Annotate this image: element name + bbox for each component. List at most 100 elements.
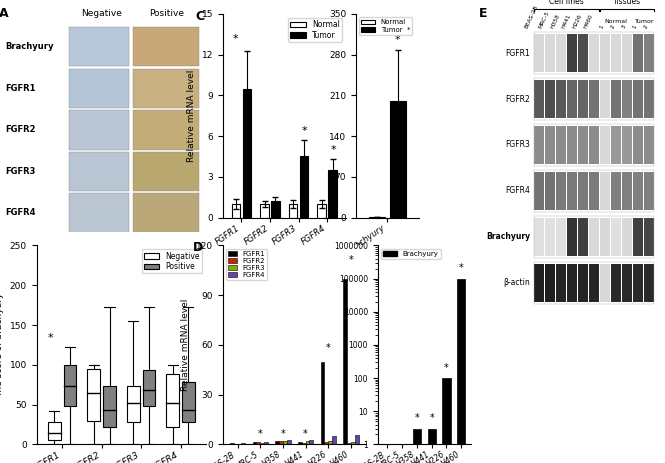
Bar (600, 125, 610, 164)
Bar (133, 152, 199, 191)
Bar (567, 34, 577, 72)
Bar (567, 263, 577, 302)
Bar (533, 216, 654, 258)
Text: FGFR4: FGFR4 (505, 187, 530, 195)
Text: *: * (348, 255, 353, 265)
Text: MRC-5: MRC-5 (537, 10, 550, 30)
Text: Positive: Positive (150, 9, 184, 18)
Text: *: * (395, 35, 401, 45)
Bar (534, 263, 544, 302)
Bar (644, 80, 654, 119)
Bar (64, 365, 76, 406)
Bar (622, 125, 632, 164)
Legend: Negative, Positive: Negative, Positive (142, 249, 202, 273)
Bar (611, 34, 620, 72)
Bar (369, 217, 385, 218)
Y-axis label: Relative mRNA level: Relative mRNA level (182, 299, 190, 391)
Text: *: * (302, 126, 308, 136)
Bar (556, 172, 566, 210)
Bar (578, 172, 588, 210)
Bar (275, 441, 279, 444)
Text: *: * (48, 332, 53, 343)
Bar (600, 263, 610, 302)
Bar (556, 80, 566, 119)
Bar (578, 34, 588, 72)
Bar (545, 263, 555, 302)
Bar (457, 279, 465, 463)
Bar (243, 88, 251, 218)
Bar (347, 443, 351, 444)
Bar (271, 201, 280, 218)
Text: β-actin: β-actin (503, 278, 530, 288)
Bar (231, 204, 240, 218)
Bar (622, 34, 632, 72)
Text: H358: H358 (550, 13, 561, 30)
Bar (644, 125, 654, 164)
Bar (390, 101, 406, 218)
Bar (622, 218, 632, 257)
Bar (133, 194, 199, 232)
Text: 2: 2 (643, 24, 649, 30)
Bar (264, 442, 268, 444)
Text: *: * (258, 429, 263, 438)
Bar (600, 34, 610, 72)
Bar (533, 32, 654, 74)
Bar (133, 27, 199, 67)
Bar (241, 443, 245, 444)
Text: A: A (0, 7, 9, 20)
Text: FGFR3: FGFR3 (5, 167, 36, 176)
Bar (343, 279, 347, 444)
Bar (589, 80, 599, 119)
Bar (182, 382, 195, 422)
Text: *: * (303, 429, 308, 438)
Bar (545, 218, 555, 257)
Bar (578, 263, 588, 302)
Bar (633, 218, 642, 257)
Bar (533, 262, 654, 304)
Bar (567, 172, 577, 210)
Bar (230, 443, 233, 444)
Bar (260, 443, 264, 444)
Bar (644, 34, 654, 72)
Text: Negative: Negative (80, 9, 122, 18)
Y-axis label: The score of brachyury: The score of brachyury (0, 293, 4, 397)
Bar (622, 80, 632, 119)
Text: C: C (196, 10, 205, 23)
Bar (534, 218, 544, 257)
Bar (611, 218, 620, 257)
Bar (289, 204, 297, 218)
Bar (622, 263, 632, 302)
Bar (644, 172, 654, 210)
Bar (69, 110, 129, 150)
Bar (103, 386, 116, 427)
Bar (556, 218, 566, 257)
Legend: Normal, Tumor  *: Normal, Tumor * (359, 17, 412, 35)
Text: 3: 3 (621, 24, 627, 30)
Text: H226: H226 (572, 13, 583, 30)
Bar (545, 172, 555, 210)
Text: 1: 1 (599, 24, 605, 30)
Text: H441: H441 (561, 13, 572, 30)
Bar (69, 194, 129, 232)
Bar (600, 80, 610, 119)
Text: FGFR1: FGFR1 (5, 84, 36, 93)
Bar (442, 378, 450, 463)
Bar (302, 443, 306, 444)
Bar (428, 429, 436, 463)
Legend: Normal, Tumor: Normal, Tumor (288, 18, 342, 42)
Text: 2: 2 (610, 24, 616, 30)
Text: FGFR3: FGFR3 (505, 140, 530, 150)
Bar (287, 440, 291, 444)
Bar (355, 434, 358, 444)
Text: 1: 1 (632, 24, 638, 30)
Bar (325, 442, 329, 444)
Bar (398, 444, 406, 463)
Bar (589, 218, 599, 257)
Bar (533, 124, 654, 166)
Text: FGFR4: FGFR4 (5, 208, 36, 218)
Bar (533, 170, 654, 212)
Bar (48, 422, 61, 440)
Bar (545, 34, 555, 72)
Bar (611, 172, 620, 210)
Bar (644, 218, 654, 257)
